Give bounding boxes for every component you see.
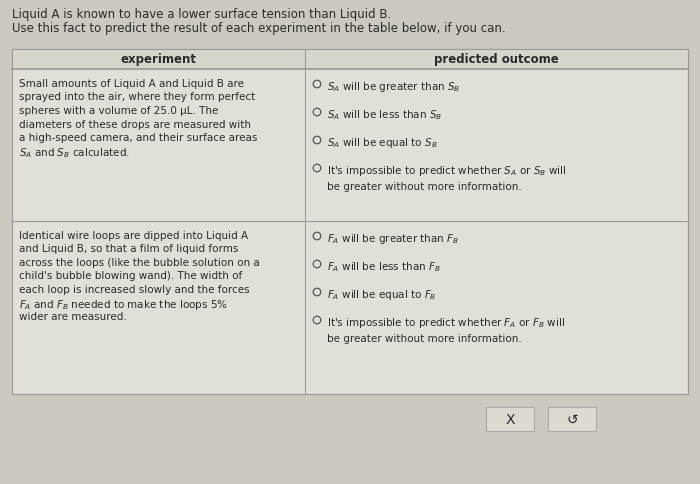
Text: Liquid A is known to have a lower surface tension than Liquid B.: Liquid A is known to have a lower surfac… [12,8,391,21]
Text: Small amounts of Liquid A and Liquid B are: Small amounts of Liquid A and Liquid B a… [19,79,244,89]
Text: child's bubble blowing wand). The width of: child's bubble blowing wand). The width … [19,271,242,281]
Text: $F_A$ will be less than $F_B$: $F_A$ will be less than $F_B$ [327,259,441,273]
Text: predicted outcome: predicted outcome [434,53,559,66]
Bar [486,407,534,431]
Text: ↺: ↺ [566,412,578,426]
Text: $F_A$ will be greater than $F_B$: $F_A$ will be greater than $F_B$ [327,231,459,245]
Text: a high-speed camera, and their surface areas: a high-speed camera, and their surface a… [19,133,258,143]
Text: wider are measured.: wider are measured. [19,311,127,321]
Text: It's impossible to predict whether $S_A$ or $S_B$ will
be greater without more i: It's impossible to predict whether $S_A$… [327,164,566,191]
Text: diameters of these drops are measured with: diameters of these drops are measured wi… [19,119,251,129]
Bar [12,50,688,394]
Text: $F_A$ will be equal to $F_B$: $F_A$ will be equal to $F_B$ [327,287,437,302]
Text: $S_A$ will be greater than $S_B$: $S_A$ will be greater than $S_B$ [327,80,461,94]
Text: each loop is increased slowly and the forces: each loop is increased slowly and the fo… [19,285,250,294]
Text: $F_A$ and $F_B$ needed to make the loops 5%: $F_A$ and $F_B$ needed to make the loops… [19,298,228,312]
Text: It's impossible to predict whether $F_A$ or $F_B$ will
be greater without more i: It's impossible to predict whether $F_A$… [327,316,565,343]
Text: $S_A$ will be equal to $S_B$: $S_A$ will be equal to $S_B$ [327,136,438,150]
Text: Identical wire loops are dipped into Liquid A: Identical wire loops are dipped into Liq… [19,230,248,241]
Text: experiment: experiment [120,53,197,66]
Text: Use this fact to predict the result of each experiment in the table below, if yo: Use this fact to predict the result of e… [12,22,505,35]
Text: spheres with a volume of 25.0 μL. The: spheres with a volume of 25.0 μL. The [19,106,218,116]
Bar [548,407,596,431]
Text: across the loops (like the bubble solution on a: across the loops (like the bubble soluti… [19,257,260,268]
Text: sprayed into the air, where they form perfect: sprayed into the air, where they form pe… [19,92,255,102]
Text: X: X [505,412,514,426]
Text: and Liquid B, so that a film of liquid forms: and Liquid B, so that a film of liquid f… [19,244,239,254]
Bar [12,50,688,70]
Text: $S_A$ will be less than $S_B$: $S_A$ will be less than $S_B$ [327,108,442,121]
Text: $S_A$ and $S_B$ calculated.: $S_A$ and $S_B$ calculated. [19,146,130,160]
